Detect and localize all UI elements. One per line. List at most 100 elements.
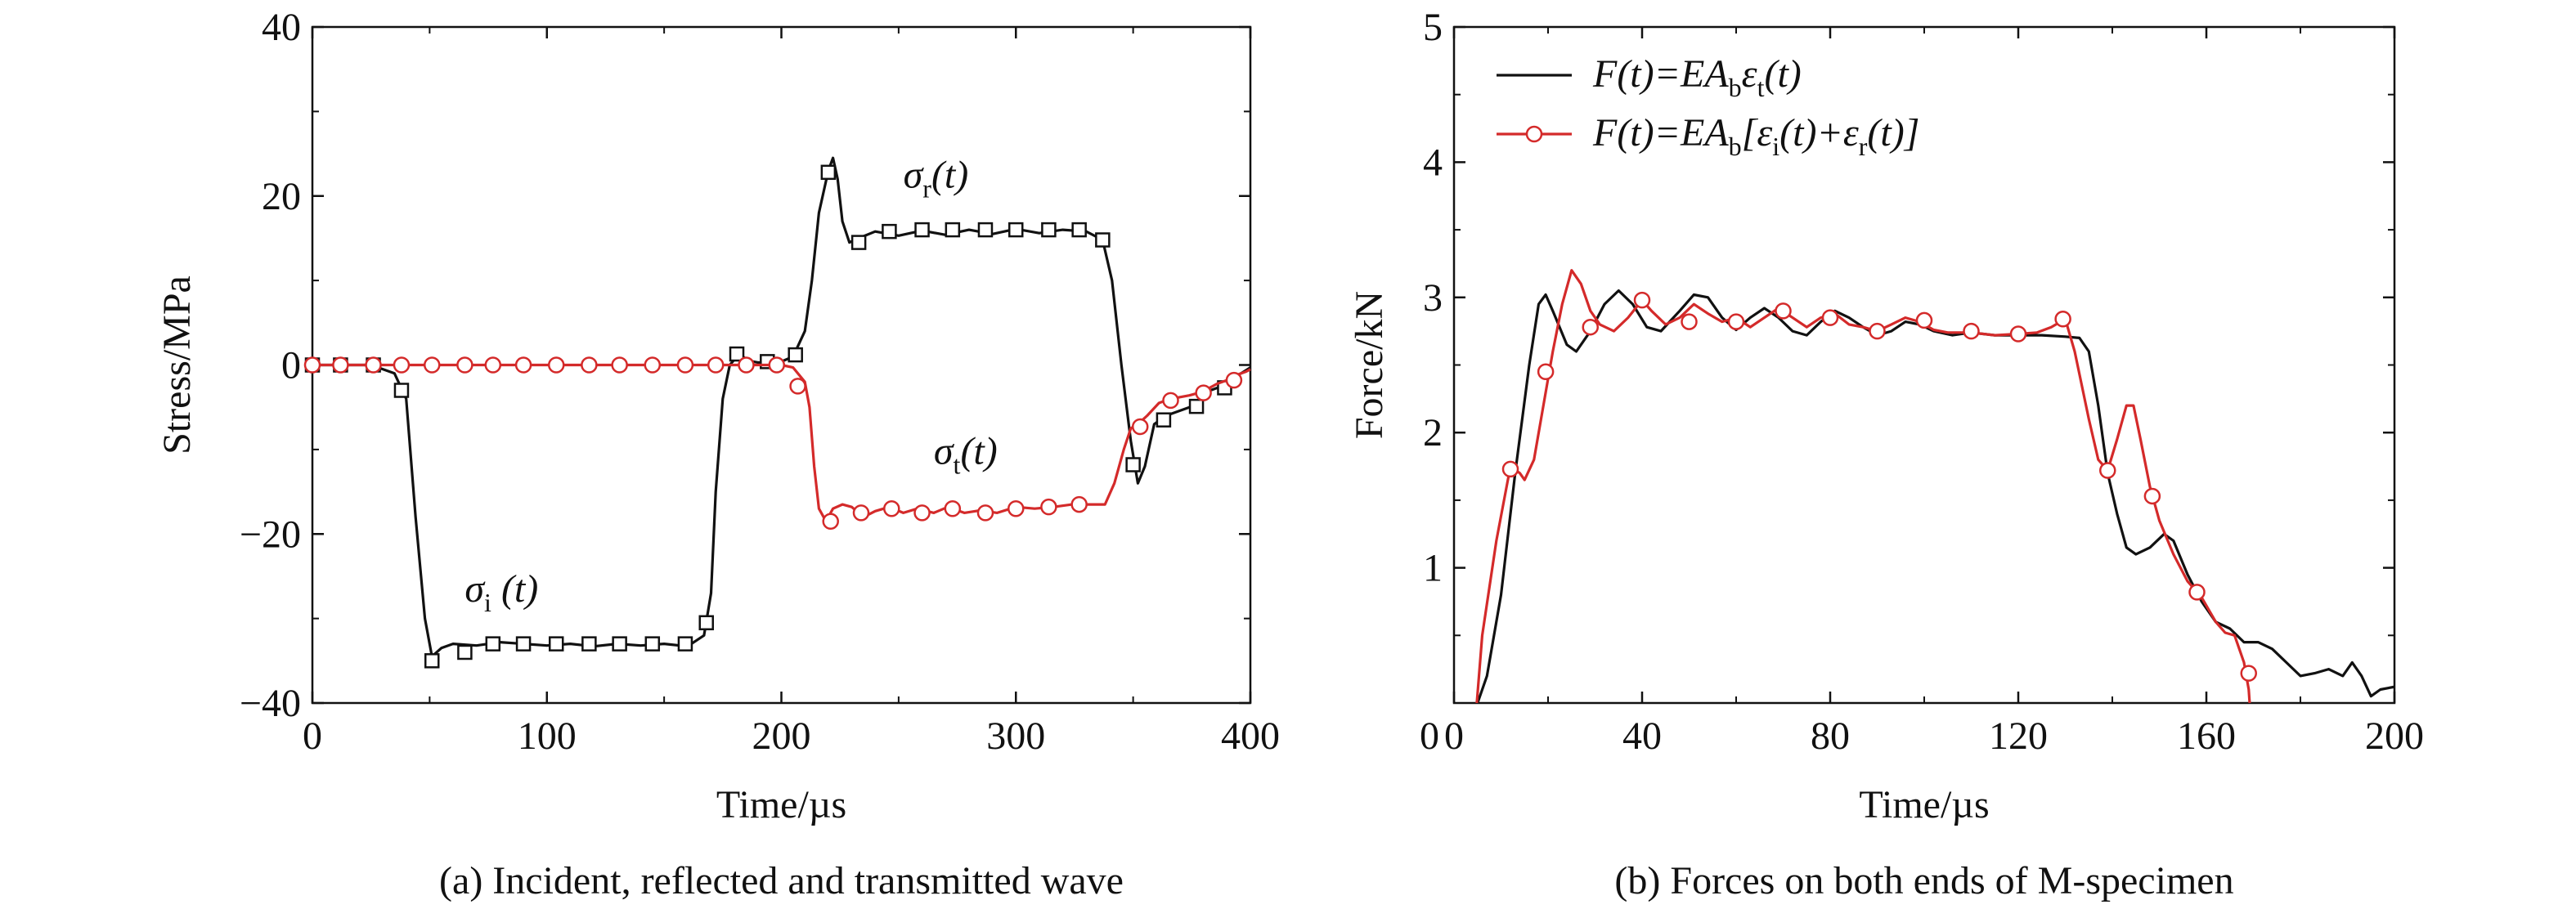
legend-text: (t)+ε: [1779, 111, 1859, 154]
data-marker-circle: [365, 356, 382, 374]
data-marker-circle: [1195, 384, 1212, 401]
series-line-a-1: [312, 363, 1251, 523]
data-marker-circle: [707, 356, 725, 374]
x-tick-label-b: 200: [2365, 714, 2424, 758]
y-tick-label-a: −40: [240, 682, 301, 725]
plot-area-b: [1475, 269, 2394, 703]
series-annotation-a: σi (t): [464, 567, 538, 617]
data-marker-circle: [1869, 322, 1886, 340]
data-marker-square: [850, 235, 867, 250]
data-marker-square: [677, 636, 693, 652]
legend-text: F(t)=EA: [1592, 52, 1729, 96]
annotation-sigma: σ: [934, 429, 955, 472]
data-marker-circle: [2240, 665, 2257, 682]
legend-subscript: t: [1757, 73, 1765, 102]
data-marker-circle: [2188, 584, 2206, 601]
y-tick-label-b: 1: [1423, 547, 1443, 590]
x-tick-label-b: 40: [1622, 714, 1662, 758]
legend-label-0: F(t)=EAbεt(t): [1592, 52, 1802, 102]
data-marker-square: [515, 636, 532, 652]
data-marker-square: [729, 346, 745, 362]
data-marker-circle: [1040, 498, 1057, 516]
data-marker-circle: [1582, 318, 1599, 336]
data-marker-circle: [1963, 322, 1980, 340]
series-a-0: [304, 156, 1251, 669]
data-marker-circle: [676, 356, 694, 374]
series-line-b-1: [1475, 269, 2251, 703]
data-marker-circle: [547, 356, 565, 374]
data-marker-square: [548, 636, 564, 652]
y-tick-label-a: 20: [262, 175, 301, 218]
y-tick-label-b: 3: [1423, 276, 1443, 320]
series-b-0: [1476, 289, 2394, 703]
data-marker-circle: [1727, 313, 1745, 330]
data-marker-square: [393, 383, 410, 398]
data-marker-square: [1071, 222, 1087, 238]
data-marker-square: [977, 222, 994, 238]
data-marker-circle: [768, 356, 786, 374]
data-marker-square: [457, 644, 473, 660]
y-tick-label-a: −20: [240, 513, 301, 556]
data-marker-circle: [484, 356, 502, 374]
y-tick-label-a: 40: [262, 6, 301, 49]
data-marker-square: [644, 636, 661, 652]
data-marker-square: [485, 636, 501, 652]
series-line-a-0: [312, 156, 1251, 658]
legend-subscript: b: [1729, 73, 1742, 102]
data-marker-circle: [738, 356, 755, 374]
data-marker-circle: [2009, 325, 2027, 343]
data-marker-square: [1008, 222, 1024, 238]
data-marker-square: [424, 653, 440, 669]
annotation-subscript: t: [954, 450, 961, 479]
data-marker-square: [1095, 232, 1111, 248]
annotation-subscript: i: [484, 588, 491, 617]
data-marker-square: [581, 636, 597, 652]
data-marker-circle: [332, 356, 349, 374]
data-marker-circle: [1162, 392, 1179, 410]
data-marker-circle: [1537, 363, 1555, 381]
data-marker-circle: [393, 356, 411, 374]
data-marker-square: [612, 636, 627, 652]
x-tick-label-b: 80: [1811, 714, 1850, 758]
y-axis-title-b: Force/kN: [1348, 291, 1391, 439]
x-tick-label-a: 400: [1221, 714, 1280, 758]
data-marker-circle: [2099, 462, 2116, 479]
data-marker-circle: [1775, 302, 1792, 320]
data-marker-circle: [456, 356, 473, 374]
data-marker-circle: [976, 504, 994, 522]
data-marker-circle: [1633, 291, 1651, 309]
caption-a: (a) Incident, reflected and transmitted …: [439, 859, 1124, 902]
y-tick-label-a: 0: [281, 344, 301, 387]
legend-label-1: F(t)=EAb[εi(t)+εr(t)]: [1592, 111, 1919, 161]
data-marker-circle: [2054, 311, 2071, 328]
x-tick-label-a: 300: [986, 714, 1045, 758]
data-marker-circle: [423, 356, 441, 374]
data-marker-square: [820, 164, 837, 181]
x-tick-label-a: 100: [518, 714, 577, 758]
x-axis-title-b: Time/µs: [1859, 783, 1989, 826]
data-marker-circle: [852, 504, 870, 522]
legend-b: F(t)=EAbεt(t) F(t)=EAb[εi(t)+εr(t)]: [1497, 52, 1919, 161]
data-marker-circle: [913, 504, 931, 522]
annotation-argument: (t): [491, 567, 538, 611]
data-marker-circle: [303, 356, 321, 374]
annotation-argument: (t): [960, 429, 997, 472]
series-b-1: [1475, 269, 2257, 703]
data-marker-square: [945, 222, 961, 238]
x-tick-label-b: 0: [1444, 714, 1464, 758]
data-marker-circle: [581, 356, 598, 374]
legend-text: F(t)=EA: [1592, 111, 1729, 154]
legend-text: ε: [1742, 52, 1757, 96]
x-origin-label-b: 0: [1420, 714, 1439, 758]
panel-a: 0 100 200 300 400 −40 −20 0 20 40 Time/µs Stress/MP…: [155, 6, 1280, 902]
y-tick-label-b: 5: [1423, 6, 1443, 49]
data-marker-circle: [822, 513, 839, 530]
caption-b: (b) Forces on both ends of M-specimen: [1614, 859, 2233, 902]
panel-b: 0 40 80 120 160 200 1 2 3 4 5 0 Time/µs Force/kN (b) F…: [1348, 6, 2424, 902]
data-marker-circle: [644, 356, 662, 374]
data-marker-square: [1041, 222, 1057, 238]
y-tick-label-b: 2: [1423, 411, 1443, 454]
annotation-sigma: σ: [904, 153, 925, 196]
x-tick-label-a: 0: [303, 714, 322, 758]
